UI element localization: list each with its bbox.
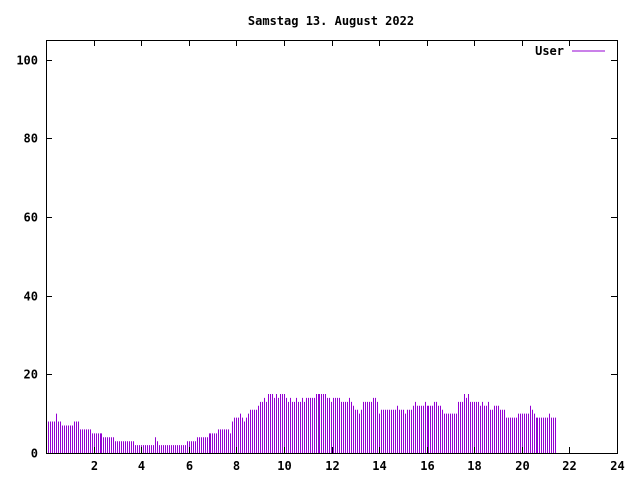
y-tick-label: 60 [24, 211, 38, 225]
bar-group [48, 394, 556, 453]
x-tick-label: 18 [467, 459, 481, 473]
legend-label: User [535, 44, 564, 58]
x-tick-label: 12 [325, 459, 339, 473]
x-tick-label: 8 [233, 459, 240, 473]
x-tick-label: 6 [186, 459, 193, 473]
y-tick-label: 20 [24, 368, 38, 382]
x-tick-label: 24 [610, 459, 624, 473]
plot-frame [46, 40, 618, 454]
x-tick-label: 2 [91, 459, 98, 473]
x-tick-label: 4 [138, 459, 145, 473]
y-tick-label: 80 [24, 132, 38, 146]
y-tick-label: 100 [16, 54, 38, 68]
chart-title: Samstag 13. August 2022 [248, 14, 414, 28]
legend: User [535, 44, 605, 58]
x-tick-label: 20 [515, 459, 529, 473]
x-tick-label: 22 [562, 459, 576, 473]
y-tick-label: 0 [31, 447, 38, 461]
x-tick-label: 10 [277, 459, 291, 473]
x-tick-label: 14 [372, 459, 386, 473]
y-tick-label: 40 [24, 290, 38, 304]
x-tick-label: 16 [420, 459, 434, 473]
